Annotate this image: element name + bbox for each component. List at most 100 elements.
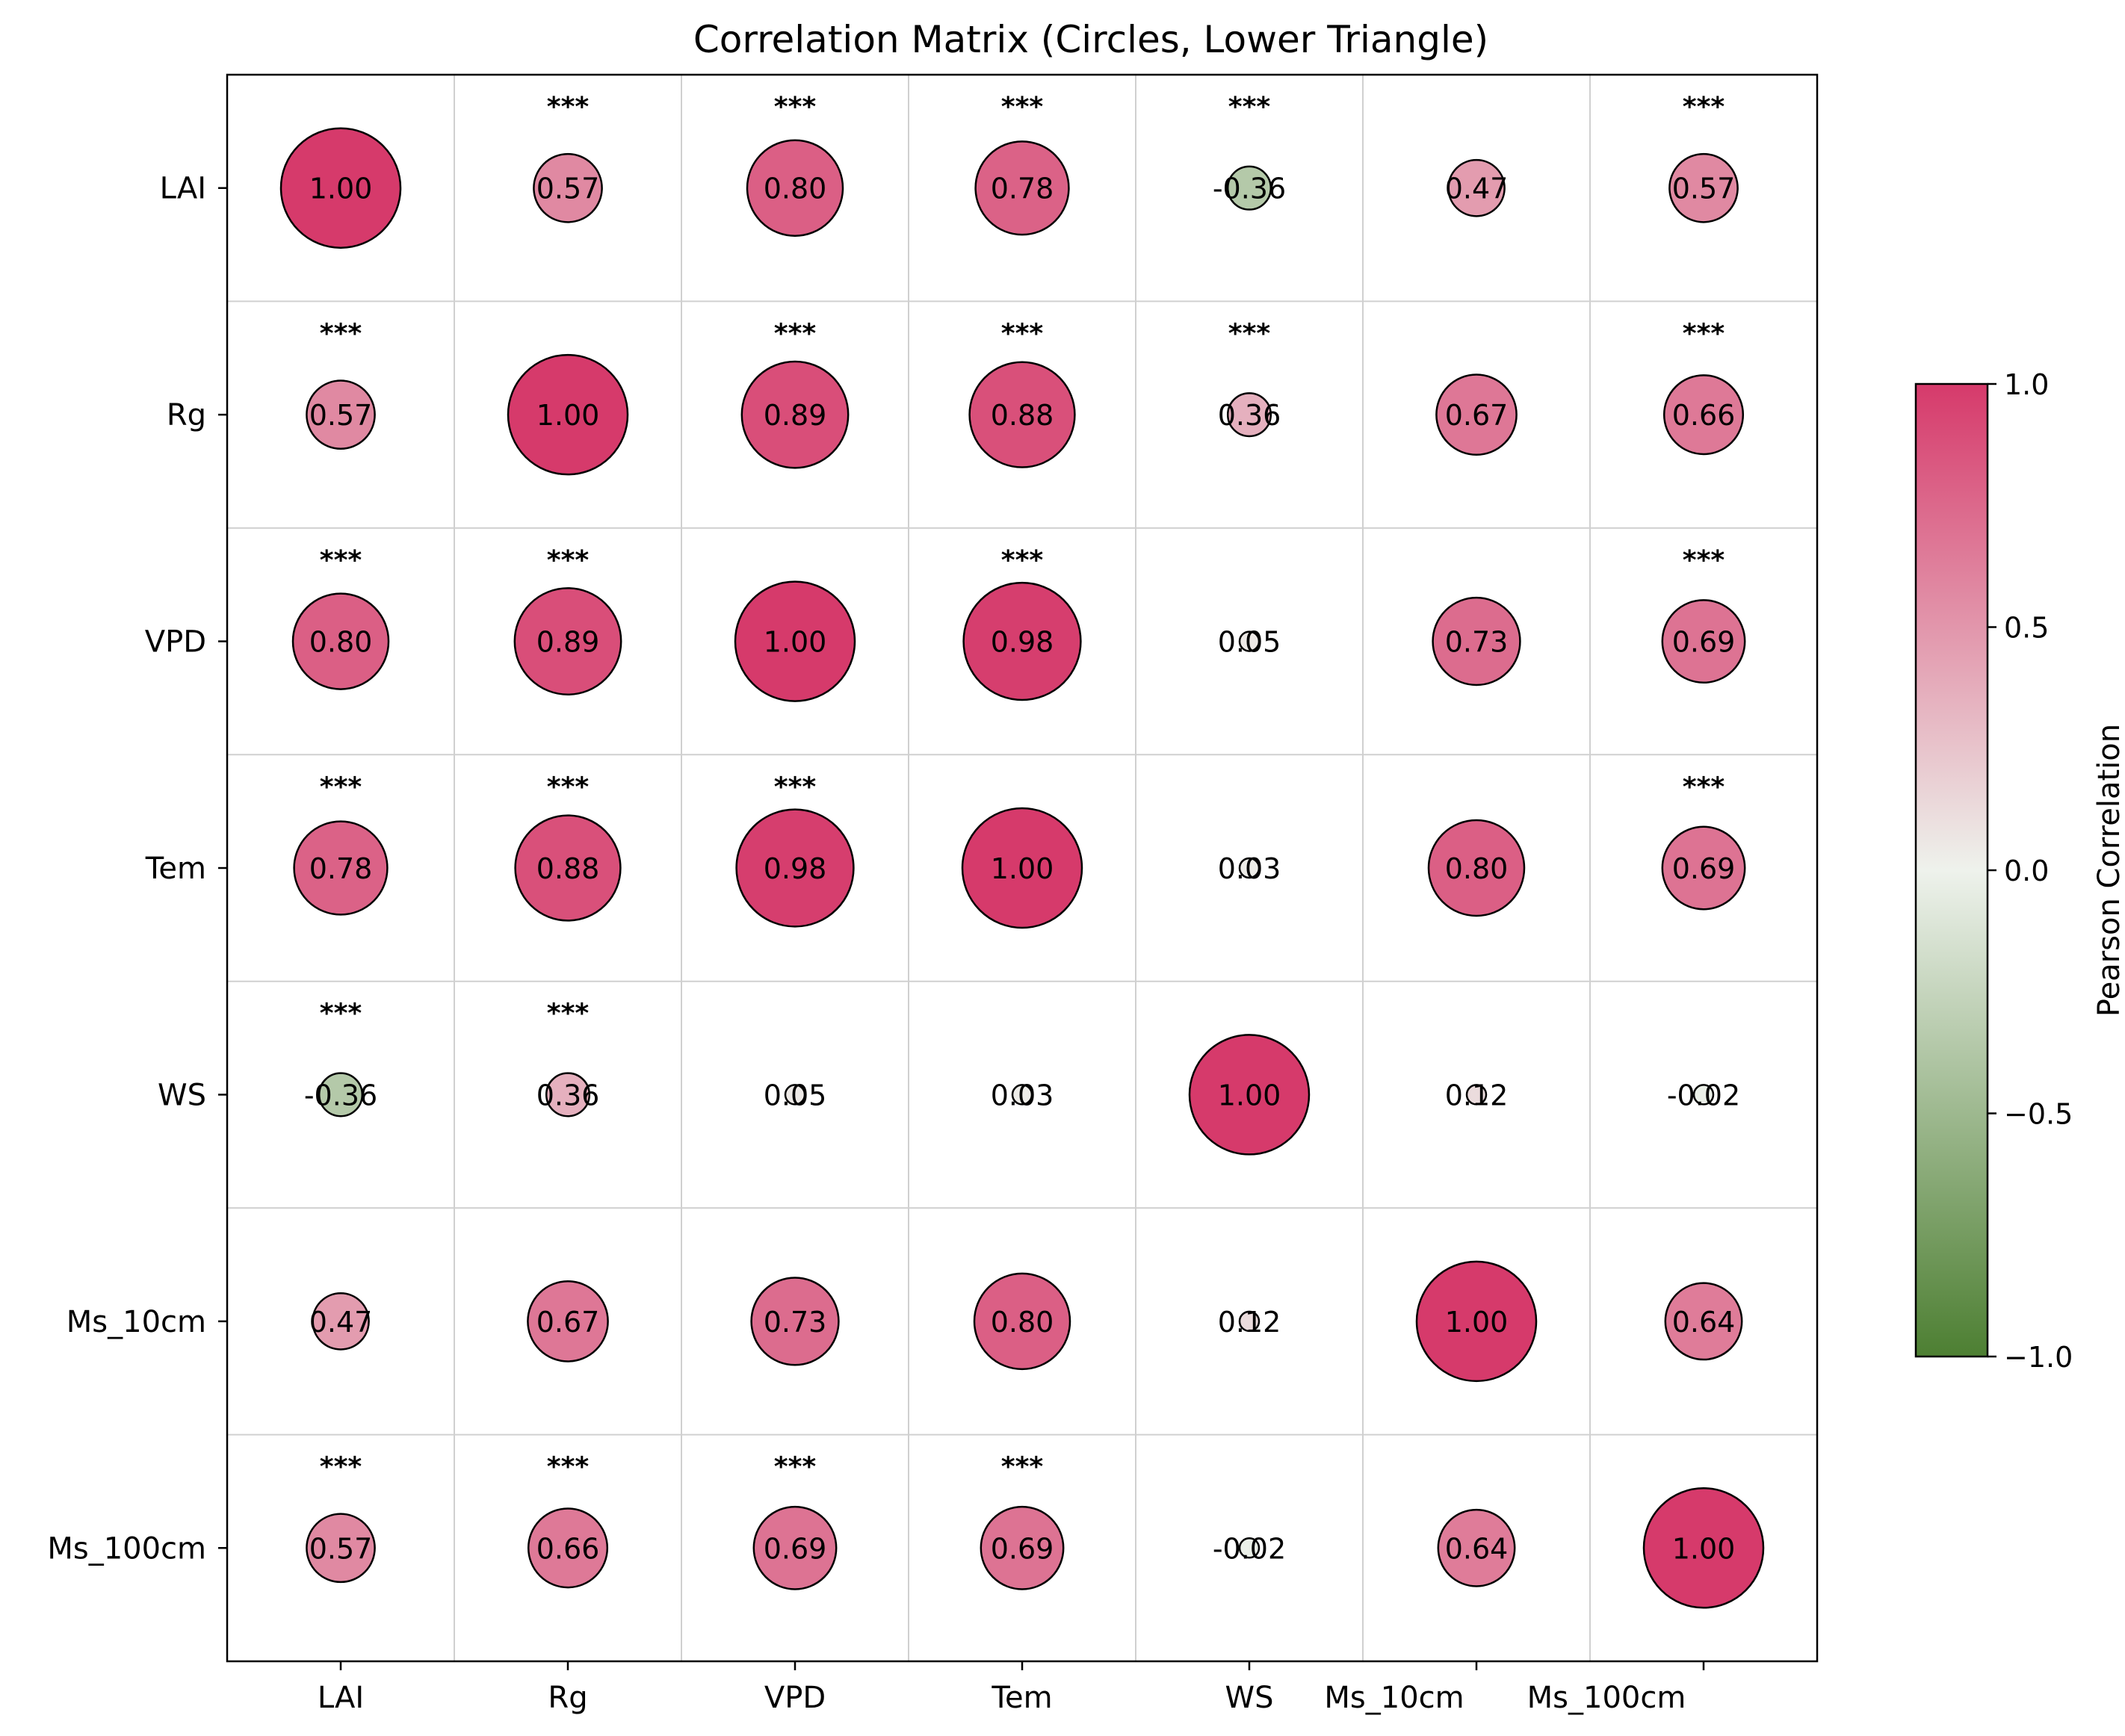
cell-Ms_100cm-Rg: 0.66 ***	[527, 1452, 609, 1589]
significance-marker: ***	[1001, 545, 1044, 576]
significance-marker: ***	[774, 92, 817, 123]
value-label: 1.00	[991, 852, 1054, 885]
value-label: 0.67	[1445, 399, 1509, 432]
value-label: 0.67	[536, 1306, 600, 1339]
cell-Ms_10cm-Ms_100cm: 0.64	[1664, 1282, 1743, 1361]
correlation-circle	[1432, 596, 1521, 686]
value-label: 0.88	[536, 852, 600, 885]
correlation-cells: 1.00 0.57 *** 0.80 *** 0.78 *** -0.36 *** 0.47 0.5…	[279, 92, 1765, 1609]
significance-marker: ***	[1001, 318, 1044, 349]
significance-marker: ***	[1228, 318, 1271, 349]
cell-VPD-Ms_10cm: 0.73	[1432, 596, 1521, 686]
cell-VPD-WS: 0.05	[1218, 626, 1281, 659]
cell-Ms_10cm-WS: 0.12	[1218, 1306, 1281, 1339]
correlation-circle	[1188, 1034, 1311, 1156]
significance-marker: ***	[1001, 1452, 1044, 1483]
cell-Ms_100cm-Tem: 0.69 ***	[980, 1452, 1065, 1590]
significance-marker: ***	[547, 92, 590, 123]
value-label: -0.36	[1213, 173, 1286, 205]
cell-WS-Ms_100cm: -0.02	[1667, 1079, 1740, 1112]
correlation-circle	[734, 580, 856, 702]
axes: LAI LAI Rg Rg VPD VPD Tem Tem WS WS Ms_10cm Ms_10cm…	[47, 172, 1705, 1715]
correlation-circle	[1642, 1487, 1765, 1609]
correlation-circle	[527, 1280, 609, 1363]
x-tick-label: Ms_10cm	[1324, 1681, 1464, 1715]
cell-WS-Rg: 0.36 ***	[536, 999, 600, 1117]
significance-marker: ***	[1683, 92, 1725, 123]
cell-WS-Ms_10cm: 0.12	[1445, 1079, 1509, 1112]
value-label: 1.00	[536, 399, 600, 432]
cell-Rg-Ms_10cm: 0.67	[1435, 373, 1518, 456]
correlation-circle	[1664, 1282, 1743, 1361]
correlation-circle	[1226, 165, 1272, 211]
value-label: 0.64	[1672, 1306, 1736, 1339]
significance-marker: ***	[547, 999, 590, 1029]
correlation-circle	[514, 814, 622, 922]
value-label: 1.00	[309, 173, 373, 205]
correlation-circle	[1447, 158, 1506, 217]
correlation-circle	[1226, 392, 1272, 438]
significance-marker: ***	[1001, 92, 1044, 123]
correlation-circle	[527, 1507, 609, 1589]
correlation-circle	[533, 152, 603, 223]
cell-LAI-Rg: 0.57 ***	[533, 92, 603, 223]
significance-marker: ***	[1683, 545, 1725, 576]
value-label: 0.47	[1445, 173, 1509, 205]
correlation-circle	[1238, 1310, 1261, 1333]
value-label: 0.80	[1445, 852, 1509, 885]
colorbar-tick-label: 0.5	[2004, 612, 2049, 645]
correlation-circle	[306, 379, 376, 450]
value-label: 0.89	[764, 399, 827, 432]
cell-Ms_100cm-WS: -0.02	[1213, 1532, 1286, 1565]
correlation-circle	[312, 1292, 370, 1351]
value-label: 0.36	[1218, 399, 1281, 432]
cell-Rg-VPD: 0.89 ***	[740, 318, 850, 469]
cell-Ms_10cm-Ms_10cm: 1.00	[1415, 1260, 1538, 1383]
cell-Tem-Ms_100cm: 0.69 ***	[1661, 772, 1746, 911]
significance-marker: ***	[774, 318, 817, 349]
value-label: 0.05	[1218, 626, 1281, 659]
correlation-circle	[974, 140, 1070, 236]
correlation-circle	[1437, 1508, 1516, 1587]
correlation-circle	[545, 1072, 591, 1117]
significance-marker: ***	[1683, 772, 1725, 802]
value-label: 0.98	[764, 852, 827, 885]
cell-WS-Tem: 0.03	[991, 1079, 1054, 1112]
value-label: 0.80	[991, 1306, 1054, 1339]
x-tick-label: Tem	[991, 1681, 1052, 1715]
correlation-circle	[740, 360, 850, 469]
value-label: 0.80	[764, 173, 827, 205]
correlation-circle	[784, 1084, 806, 1106]
cell-Ms_100cm-Ms_100cm: 1.00	[1642, 1487, 1765, 1609]
cell-WS-VPD: 0.05	[764, 1079, 827, 1112]
significance-marker: ***	[320, 1452, 362, 1483]
value-label: 0.69	[1672, 852, 1736, 885]
colorbar-tick-label: −1.0	[2004, 1341, 2073, 1374]
correlation-circle	[306, 1513, 376, 1584]
colorbar-gradient	[1914, 382, 1989, 1358]
correlation-circle	[1427, 819, 1526, 917]
cell-LAI-Tem: 0.78 ***	[974, 92, 1070, 236]
cell-VPD-LAI: 0.80 ***	[291, 545, 390, 690]
value-label: 0.78	[991, 173, 1054, 205]
colorbar-tick-label: 1.0	[2004, 368, 2049, 401]
correlation-circle	[1662, 374, 1745, 456]
correlation-circle	[1238, 630, 1261, 652]
cell-VPD-Rg: 0.89 ***	[513, 545, 622, 696]
cell-Ms_100cm-LAI: 0.57 ***	[306, 1452, 376, 1584]
cell-Ms_100cm-Ms_10cm: 0.64	[1437, 1508, 1516, 1587]
value-label: 0.36	[536, 1079, 600, 1112]
value-label: 0.57	[1672, 173, 1736, 205]
y-tick-label: Ms_10cm	[66, 1305, 206, 1339]
value-label: 0.64	[1445, 1532, 1509, 1565]
value-label: 0.98	[991, 626, 1054, 659]
cell-Ms_10cm-Rg: 0.67	[527, 1280, 609, 1363]
correlation-circle	[1668, 152, 1739, 223]
value-label: 0.69	[764, 1532, 827, 1565]
correlation-circle	[962, 581, 1082, 701]
value-label: 0.57	[309, 1532, 373, 1565]
significance-marker: ***	[320, 999, 362, 1029]
value-label: 0.05	[764, 1079, 827, 1112]
correlation-circle	[1238, 1537, 1261, 1559]
